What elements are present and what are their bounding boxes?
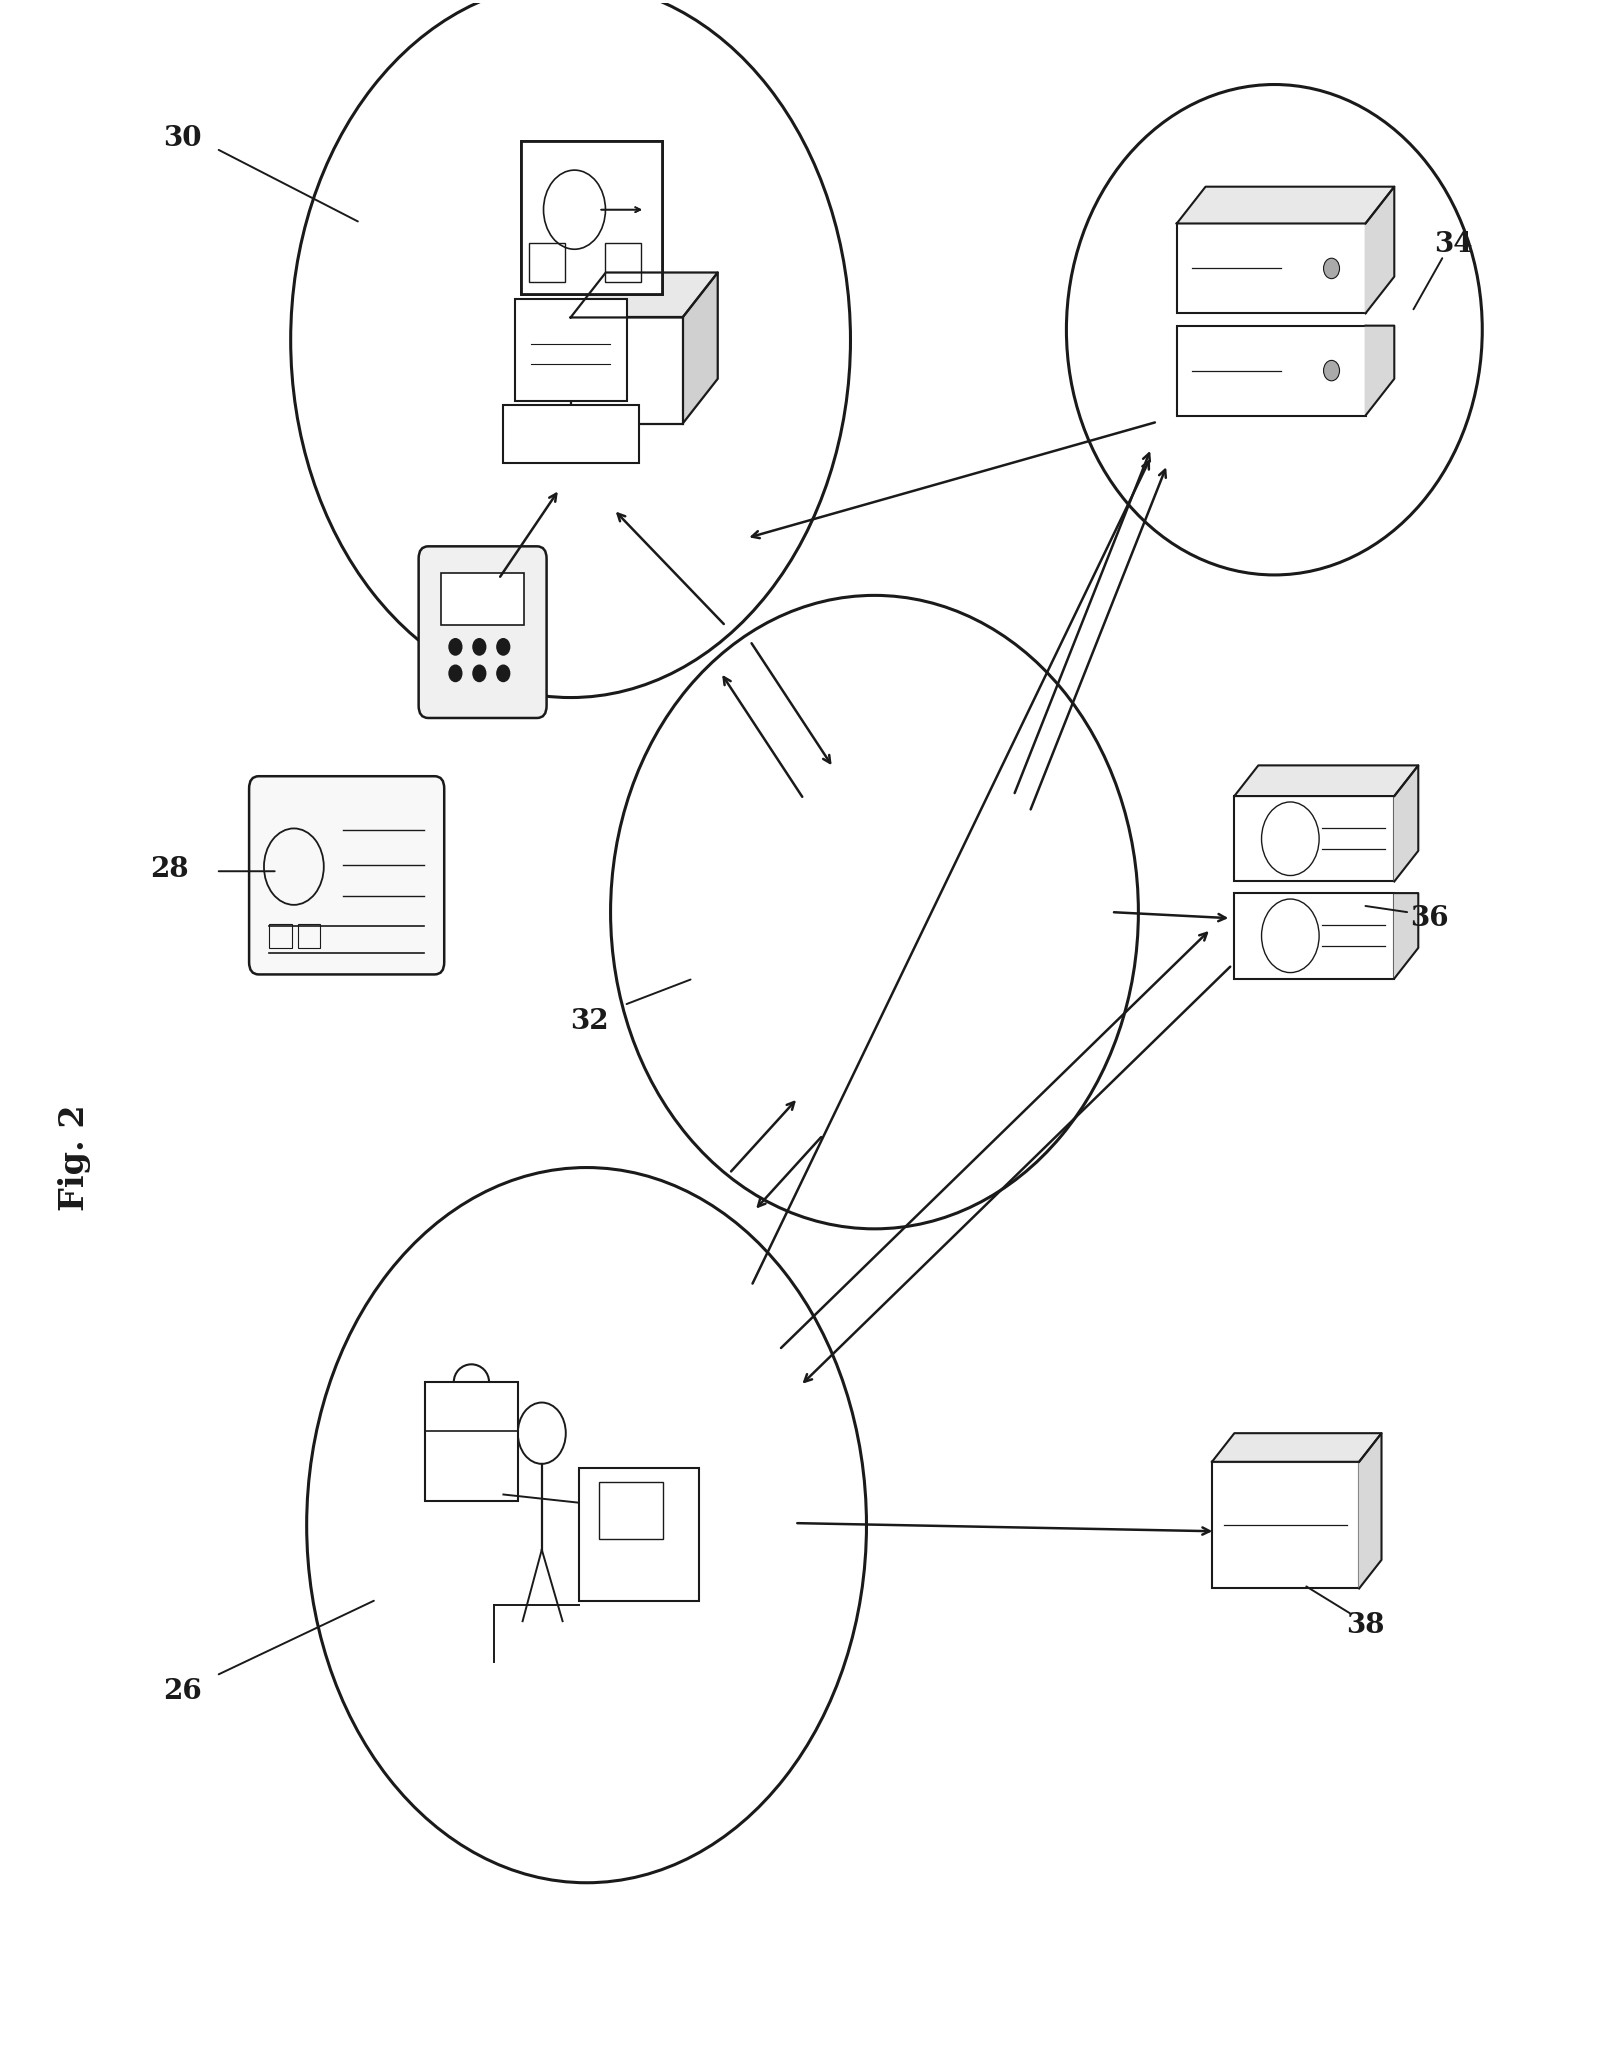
Text: 34: 34 xyxy=(1435,232,1473,258)
Text: 32: 32 xyxy=(571,1008,610,1035)
Bar xyxy=(522,141,661,293)
Bar xyxy=(1176,326,1366,416)
Polygon shape xyxy=(1359,1432,1382,1588)
Text: 36: 36 xyxy=(1411,906,1449,932)
Circle shape xyxy=(473,666,486,682)
Text: 28: 28 xyxy=(149,856,188,883)
Circle shape xyxy=(473,639,486,656)
Bar xyxy=(522,141,661,293)
Bar xyxy=(1176,223,1366,313)
Bar xyxy=(502,406,639,463)
Circle shape xyxy=(449,639,462,656)
Bar xyxy=(571,318,682,424)
Bar xyxy=(270,924,292,949)
Bar xyxy=(441,574,523,625)
Text: 30: 30 xyxy=(162,125,201,152)
Bar xyxy=(1234,797,1395,881)
Bar xyxy=(605,244,640,281)
Polygon shape xyxy=(1395,893,1419,979)
Polygon shape xyxy=(1212,1432,1382,1461)
Polygon shape xyxy=(1366,186,1395,313)
Bar xyxy=(530,244,565,281)
Bar xyxy=(1234,893,1395,979)
Bar xyxy=(530,244,565,281)
Circle shape xyxy=(498,639,510,656)
Circle shape xyxy=(498,666,510,682)
Bar xyxy=(515,299,626,402)
Text: 26: 26 xyxy=(162,1678,202,1705)
Polygon shape xyxy=(1395,766,1419,881)
Bar xyxy=(425,1383,518,1500)
Polygon shape xyxy=(1234,766,1419,797)
FancyBboxPatch shape xyxy=(249,777,445,975)
Polygon shape xyxy=(682,273,717,424)
FancyBboxPatch shape xyxy=(419,547,547,717)
Bar xyxy=(605,244,640,281)
Bar xyxy=(599,1481,663,1539)
Polygon shape xyxy=(1176,186,1395,223)
Bar xyxy=(1212,1461,1359,1588)
Circle shape xyxy=(1324,258,1340,279)
Bar xyxy=(299,924,321,949)
Text: Fig. 2: Fig. 2 xyxy=(58,1104,91,1211)
Bar xyxy=(578,1467,698,1600)
Text: 38: 38 xyxy=(1347,1613,1385,1639)
Circle shape xyxy=(1324,361,1340,381)
Polygon shape xyxy=(571,273,717,318)
Circle shape xyxy=(449,666,462,682)
Polygon shape xyxy=(1366,326,1395,416)
